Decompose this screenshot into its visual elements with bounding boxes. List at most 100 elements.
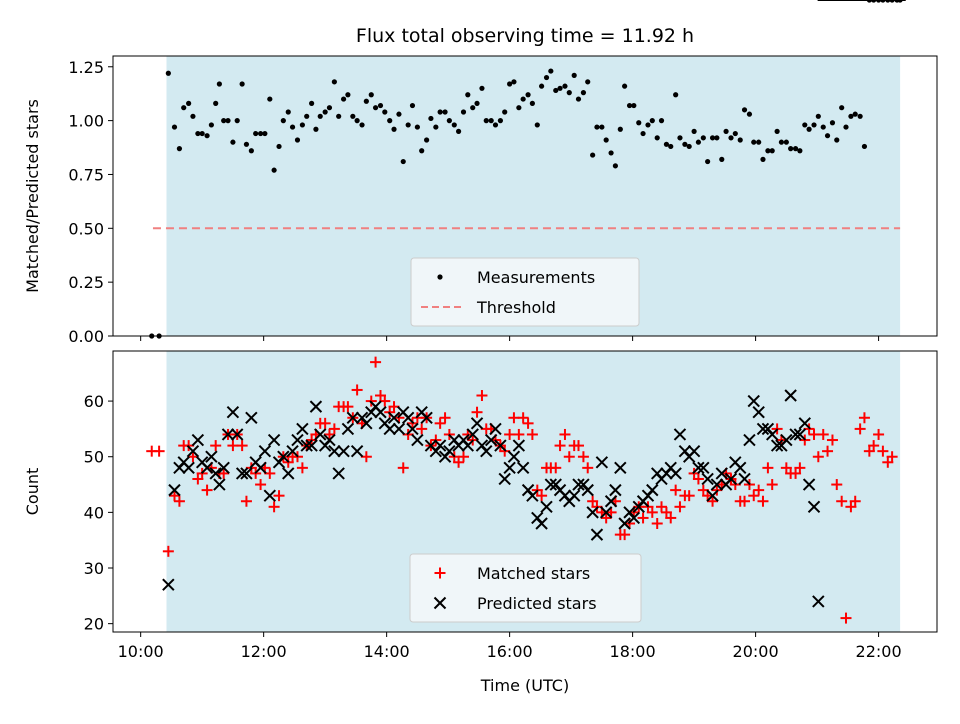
measurement-point [391,126,397,132]
measurement-point [304,113,310,119]
x-stroke [300,439,313,452]
x-stroke [360,417,373,430]
predicted-star-point [489,422,502,436]
predicted-star-point [411,433,424,447]
predicted-star-point [277,450,290,463]
measurement-point [723,128,729,134]
measurement-point [387,118,393,124]
measurement-point [760,156,766,162]
matched-star-point [526,428,538,440]
x-stroke [484,433,498,447]
measurement-point [580,90,587,96]
predicted-star-point [231,428,244,441]
measurement-point [575,96,582,102]
measurement-point [409,102,416,109]
predicted-star-point [200,461,214,475]
measurement-point [654,135,660,141]
predicted-star-point [191,433,205,447]
legend-label-matched-stars: Matched stars [477,564,590,583]
x-stroke [240,467,253,480]
measurement-point [414,124,420,130]
measurement-point [590,152,596,158]
x-stroke [332,467,345,480]
measurement-point [488,118,494,124]
predicted-star-point [618,517,631,530]
y-tick-label: 40 [84,503,104,522]
measurement-point [267,96,273,102]
x-stroke [627,511,641,525]
matched-star-point [517,412,529,424]
predicted-star-point [267,433,281,447]
x-stroke [231,428,244,441]
measurement-point [820,124,826,130]
predicted-star-point [406,422,419,436]
matched-star-point [748,490,760,502]
x-stroke [701,472,714,486]
x-stroke [235,467,249,480]
predicted-star-point [245,411,258,424]
matched-star-point [240,495,252,507]
matched-star-point [812,451,824,463]
x-stroke [433,439,447,452]
measurement-point [815,113,821,119]
predicted-star-point [213,478,226,491]
measurement-point [525,92,531,98]
predicted-star-point [182,461,195,475]
predicted-star-point [673,428,687,441]
predicted-star-point [609,483,622,497]
measurement-point [181,105,187,111]
x-stroke [687,444,701,458]
predicted-star-point [254,461,267,475]
measurement-point [213,100,219,106]
predicted-stars-markers [162,0,906,608]
measurement-point [806,126,812,132]
predicted-star-point [627,511,641,525]
measurement-point [571,72,577,78]
y-axis-ticks-count: 20 30 40 50 60 [84,392,113,634]
x-tick-label: 20:00 [733,642,779,661]
predicted-star-point [226,406,240,419]
matched-star-point [692,473,704,485]
measurement-point [778,139,785,145]
x-stroke [572,478,585,491]
measurement-point [631,102,637,109]
measurement-point [649,118,655,124]
x-stroke [282,467,295,480]
matched-star-point [508,412,520,424]
predicted-star-point [789,428,802,441]
x-stroke [182,461,195,475]
measurement-point [769,148,775,154]
predicted-star-point [567,489,581,502]
predicted-star-point [484,433,498,447]
x-stroke [526,489,539,502]
matched-star-point [434,417,446,429]
predicted-star-point [503,461,516,475]
predicted-star-point [595,456,609,469]
matched-star-point [674,501,686,513]
x-stroke [756,422,770,436]
measurement-point [262,130,268,137]
measurement-point [797,148,803,154]
measurement-point [442,109,448,115]
predicted-star-point [332,467,345,480]
matched-star-point [397,462,409,474]
predicted-star-point [807,500,821,514]
x-stroke [480,444,493,458]
x-tick-label: 18:00 [610,642,656,661]
y-axis-label-ratio: Matched/Predicted stars [23,99,42,293]
measurement-point [368,92,374,98]
measurement-point [751,139,757,145]
matched-star-point [236,440,248,452]
x-axis-ticks-top [140,336,880,341]
measurement-point [709,135,716,141]
measurement-point [405,122,411,128]
measurement-point [839,105,845,111]
predicted-star-point [784,389,797,402]
measurement-point [792,146,799,152]
matched-star-point [471,406,483,418]
ratio-markers [149,0,903,339]
y-axis-label-count: Count [23,468,42,516]
measurement-point [331,79,337,85]
matched-star-point [187,451,199,463]
predicted-star-point [692,461,705,475]
